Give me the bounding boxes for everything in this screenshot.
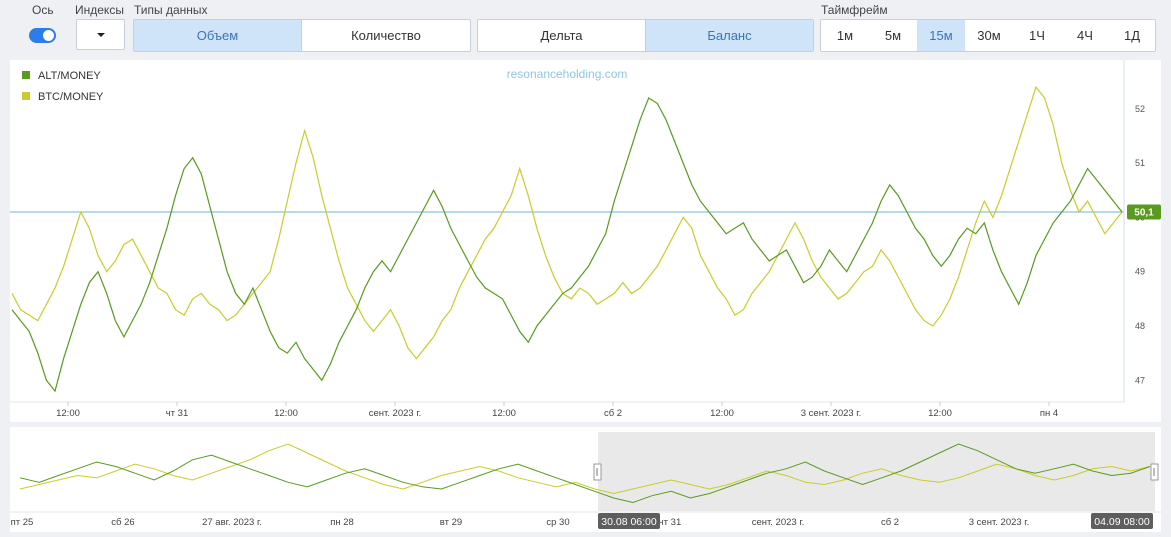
x-axis-ticks: 12:00 чт 31 12:00 сент. 2023 г. 12:00 сб 2 12:… <box>56 402 1058 419</box>
timeframe-label: Таймфрейм <box>821 3 888 17</box>
chevron-down-icon <box>97 33 105 37</box>
x-tick-label: 12:00 <box>492 408 516 419</box>
navigator-x-tick-label: ср 30 <box>546 517 569 528</box>
navigator-x-tick-label: 3 сент. 2023 г. <box>969 517 1030 528</box>
navigator-selection-window <box>598 432 1155 511</box>
x-tick-label: сб 2 <box>604 408 622 419</box>
x-tick-label: 12:00 <box>710 408 734 419</box>
toolbar: Ось Индексы Типы данных Таймфрейм Объем … <box>0 0 1171 60</box>
data-types-label: Типы данных <box>134 3 208 17</box>
navigator[interactable]: пт 25 сб 26 27 авг. 2023 г. пн 28 вт 29 ср 30… <box>10 427 1161 532</box>
navigator-x-ticks: пт 25 сб 26 27 авг. 2023 г. пн 28 вт 29 ср 30… <box>11 517 1030 528</box>
y-axis-ticks: 474849505152 <box>1135 104 1145 385</box>
axis-label: Ось <box>32 3 54 17</box>
timeframe-selector: 1м 5м 15м 30м 1Ч 4Ч 1Д <box>820 19 1156 52</box>
watermark: resonanceholding.com <box>507 67 628 81</box>
x-tick-label: 3 сент. 2023 г. <box>801 408 862 419</box>
balance-button[interactable]: Баланс <box>646 20 813 51</box>
x-tick-label: 12:00 <box>56 408 80 419</box>
navigator-x-tick-label: сент. 2023 г. <box>752 517 805 528</box>
timeframe-5m[interactable]: 5м <box>884 28 902 43</box>
btc-money-line <box>11 85 1123 360</box>
alt-money-line <box>11 97 1123 393</box>
navigator-btc-line <box>19 443 1151 495</box>
timeframe-1h[interactable]: 1Ч <box>1029 28 1045 43</box>
legend-alt-label: ALT/MONEY <box>38 70 101 82</box>
indexes-dropdown[interactable] <box>76 19 125 50</box>
navigator-x-tick-label: 27 авг. 2023 г. <box>202 517 262 528</box>
x-tick-label: чт 31 <box>166 408 189 419</box>
volume-button[interactable]: Объем <box>134 20 302 51</box>
data-type-selector: Объем Количество <box>133 19 471 52</box>
y-tick-label: 49 <box>1135 267 1145 277</box>
timeframe-1m[interactable]: 1м <box>836 28 854 43</box>
timeframe-30m[interactable]: 30м <box>977 28 1001 43</box>
navigator-x-tick-label: чт 31 <box>659 517 682 528</box>
timeframe-1d[interactable]: 1Д <box>1123 28 1141 43</box>
navigator-svg: пт 25 сб 26 27 авг. 2023 г. пн 28 вт 29 ср 30… <box>10 432 1161 529</box>
navigator-x-tick-label: сб 2 <box>881 517 899 528</box>
x-tick-label: сент. 2023 г. <box>369 408 422 419</box>
navigator-x-tick-label: вт 29 <box>440 517 462 528</box>
y-tick-label: 47 <box>1135 375 1145 385</box>
metric-selector: Дельта Баланс <box>477 19 814 52</box>
y-tick-label: 48 <box>1135 321 1145 331</box>
axis-toggle[interactable] <box>29 28 56 43</box>
timeframe-15m[interactable]: 15м <box>917 20 965 51</box>
indexes-label: Индексы <box>75 3 124 17</box>
range-start-badge <box>598 513 660 529</box>
legend-swatch-alt <box>22 71 30 79</box>
range-end-badge <box>1091 513 1153 529</box>
timeframe-4h[interactable]: 4Ч <box>1077 28 1093 43</box>
count-button[interactable]: Количество <box>351 28 421 43</box>
y-tick-label: 52 <box>1135 104 1145 114</box>
navigator-x-tick-label: пт 25 <box>11 517 34 528</box>
range-end-label: 04.09 08:00 <box>1094 516 1150 528</box>
range-start-label: 30.08 06:00 <box>601 516 657 528</box>
navigator-left-handle[interactable] <box>593 463 602 481</box>
toggle-knob <box>43 30 54 41</box>
y-tick-label: 51 <box>1135 158 1145 168</box>
reference-value-badge <box>1127 204 1161 220</box>
reference-value-label: 50,1 <box>1134 208 1154 219</box>
x-tick-label: 12:00 <box>274 408 298 419</box>
delta-button[interactable]: Дельта <box>478 20 646 51</box>
x-tick-label: пн 4 <box>1040 408 1058 419</box>
navigator-right-handle[interactable] <box>1150 463 1159 481</box>
legend-swatch-btc <box>22 92 30 100</box>
navigator-x-tick-label: сб 26 <box>111 517 134 528</box>
navigator-alt-line <box>19 443 1151 504</box>
navigator-x-tick-label: пн 28 <box>330 517 354 528</box>
x-tick-label: 12:00 <box>928 408 952 419</box>
legend-btc-label: BTC/MONEY <box>38 91 104 103</box>
